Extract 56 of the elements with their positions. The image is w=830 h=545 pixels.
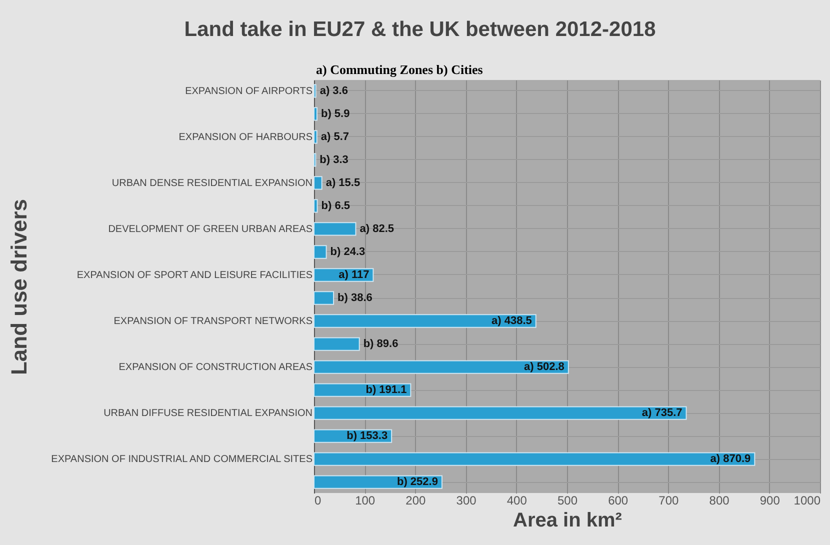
bar xyxy=(314,337,360,351)
bar xyxy=(314,383,412,397)
y-tick-label: EXPANSION OF HARBOURS xyxy=(178,132,313,143)
data-label: b) 6.5 xyxy=(321,200,350,212)
data-label: b) 153.3 xyxy=(346,430,388,442)
y-tick-label: EXPANSION OF SPORT AND LEISURE FACILITIES xyxy=(76,270,313,281)
data-label: b) 38.6 xyxy=(338,292,372,304)
data-label: b) 5.9 xyxy=(320,108,350,120)
y-tick-label: URBAN DENSE RESIDENTIAL EXPANSION xyxy=(112,178,312,189)
data-label: a) 438.5 xyxy=(492,315,532,328)
y-tick-label: EXPANSION OF INDUSTRIAL AND COMMERCIAL SITES xyxy=(51,454,313,466)
data-label: a) 3.6 xyxy=(320,84,348,97)
bar xyxy=(314,475,442,489)
y-tick-label: URBAN DIFFUSE RESIDENTIAL EXPANSION xyxy=(104,408,312,420)
bar xyxy=(314,222,356,236)
data-label: a) 15.5 xyxy=(326,176,360,189)
data-label: b) 252.9 xyxy=(397,476,438,488)
bar xyxy=(314,314,536,328)
data-label: b) 191.1 xyxy=(366,384,407,396)
bar xyxy=(314,245,327,259)
bar xyxy=(314,130,318,144)
data-label: a) 82.5 xyxy=(360,222,394,235)
x-tick-label: 500 xyxy=(557,494,578,508)
data-label: b) 24.3 xyxy=(330,246,366,258)
chart-subtitle: a) Commuting Zones b) Cities xyxy=(316,62,483,77)
bar xyxy=(314,406,687,420)
x-tick-label: 0 xyxy=(314,494,322,508)
x-tick-label: 700 xyxy=(658,494,680,508)
bar xyxy=(314,452,756,466)
data-label: a) 117 xyxy=(338,268,370,281)
y-tick-label: DEVELOPMENT OF GREEN URBAN AREAS xyxy=(108,224,313,235)
x-tick-label: 200 xyxy=(406,494,426,508)
x-tick-label: 800 xyxy=(709,494,730,508)
y-tick-label: EXPANSION OF TRANSPORT NETWORKS xyxy=(114,316,313,328)
bar xyxy=(314,107,318,121)
chart-title: Land take in EU27 & the UK between 2012-2018 xyxy=(184,18,656,41)
y-tick-label: EXPANSION OF AIRPORTS xyxy=(185,86,313,97)
x-tick-label: 1000 xyxy=(794,494,821,508)
x-axis-title: Area in km² xyxy=(513,510,622,532)
y-tick-label: EXPANSION OF CONSTRUCTION AREAS xyxy=(118,362,313,374)
bar xyxy=(314,291,334,305)
bar xyxy=(314,199,318,213)
data-label: a) 502.8 xyxy=(524,361,564,374)
bar xyxy=(314,360,569,374)
data-label: b) 89.6 xyxy=(363,338,398,350)
bar xyxy=(314,176,322,190)
x-tick-label: 900 xyxy=(760,494,780,508)
data-label: a) 735.7 xyxy=(642,407,682,420)
x-tick-label: 300 xyxy=(456,494,477,508)
x-tick-label: 100 xyxy=(355,494,376,508)
data-label: a) 870.9 xyxy=(710,453,751,466)
data-label: b) 3.3 xyxy=(320,154,348,166)
data-label: a) 5.7 xyxy=(320,130,350,143)
y-axis-title: Land use drivers xyxy=(6,198,32,376)
x-tick-label: 600 xyxy=(608,494,628,508)
x-tick-label: 400 xyxy=(506,494,528,508)
